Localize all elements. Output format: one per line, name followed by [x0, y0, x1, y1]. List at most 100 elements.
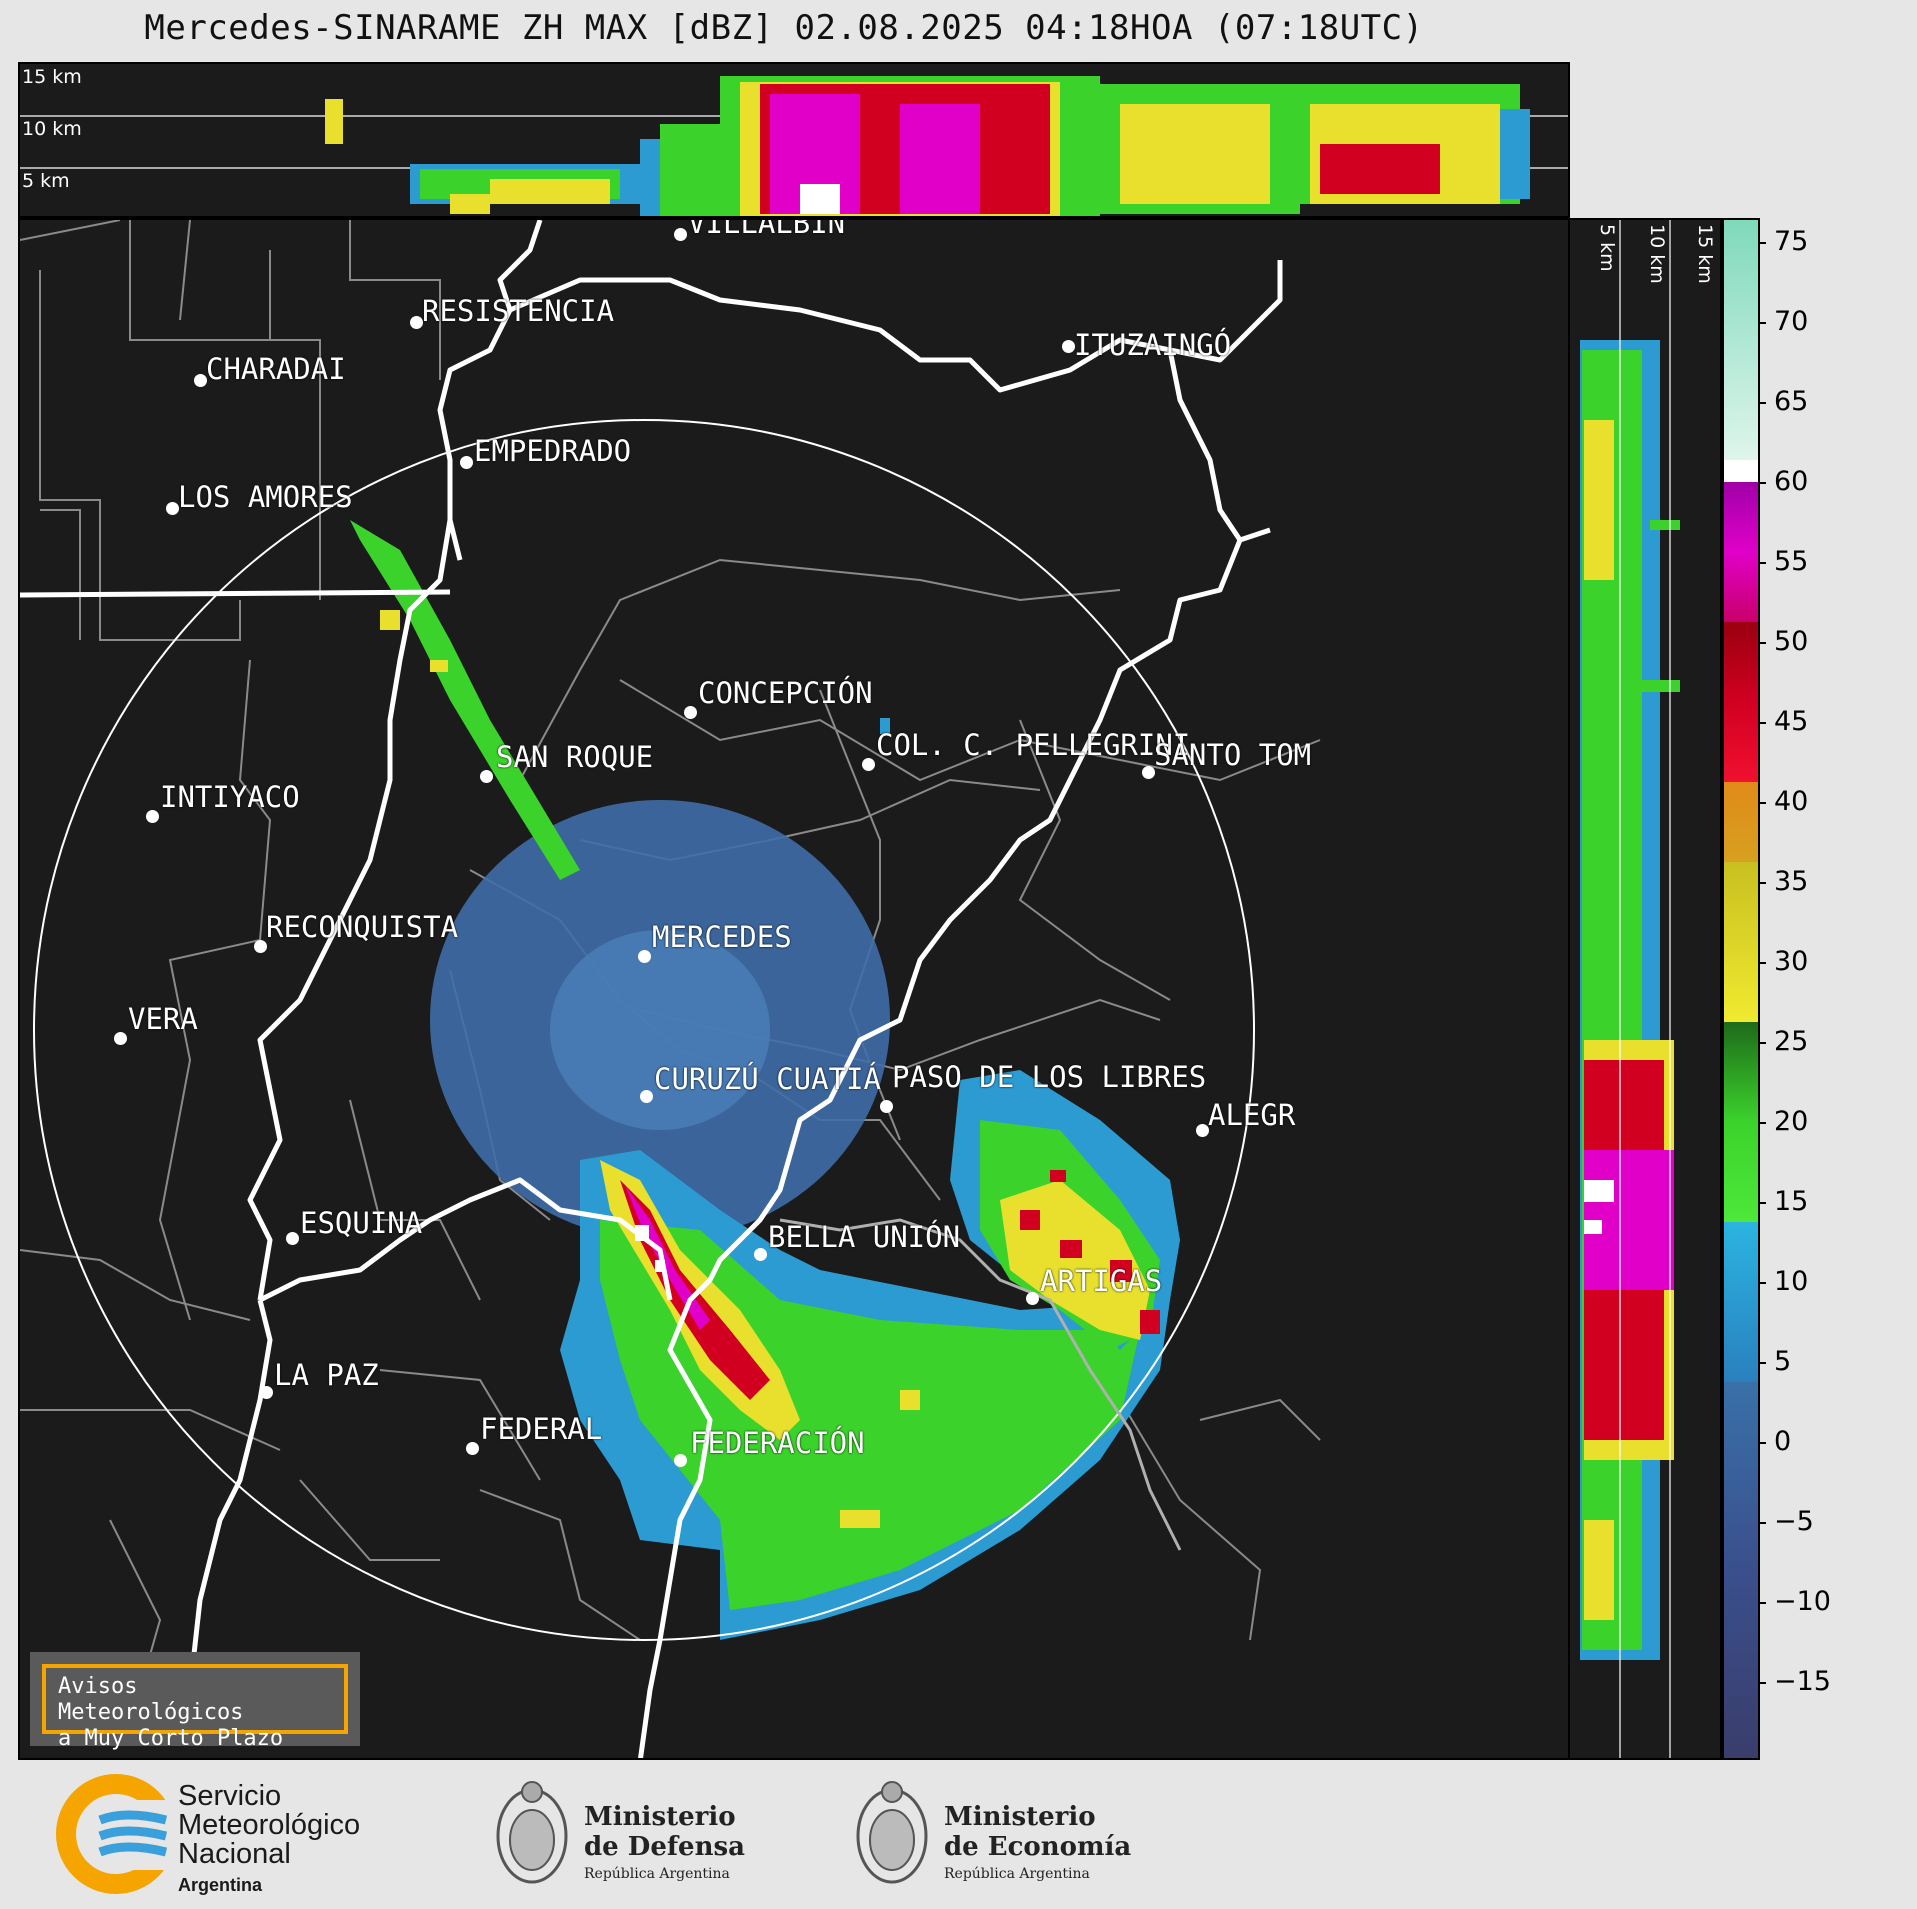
colorbar-tick-0: 0: [1757, 1426, 1791, 1457]
colorbar-tick-25: 25: [1757, 1026, 1808, 1057]
city-label-la-paz: LA PAZ: [274, 1358, 379, 1392]
economia-logo-text: Ministerio de Economía República Argenti…: [944, 1802, 1131, 1882]
colorbar-tick-40: 40: [1757, 786, 1808, 817]
colorbar-yellow: [1724, 862, 1758, 1022]
city-dot-federal: [466, 1442, 479, 1455]
economia-line2: de Economía: [944, 1832, 1132, 1862]
colorbar-red: [1724, 622, 1758, 782]
defensa-logo-text: Ministerio de Defensa República Argentin…: [584, 1802, 745, 1882]
colorbar-white: [1724, 460, 1758, 482]
city-label-vera: VERA: [128, 1002, 198, 1036]
city-label-mercedes: MERCEDES: [652, 920, 792, 954]
economia-line1: Ministerio: [944, 1802, 1096, 1832]
colorbar-tick-15: 15: [1757, 1186, 1808, 1217]
city-label-bella-union: BELLA UNIÓN: [768, 1220, 961, 1254]
page-title: Mercedes-SINARAME ZH MAX [dBZ] 02.08.202…: [144, 8, 1424, 48]
city-dot-bella-union: [754, 1248, 767, 1261]
city-dot-vera: [114, 1032, 127, 1045]
colorbar-tick-minus10: −10: [1758, 1586, 1831, 1617]
city-dot-alegrete: [1196, 1124, 1209, 1137]
city-dot-resistencia: [410, 316, 423, 329]
city-label-col-pellegrini: COL. C. PELLEGRINI: [876, 728, 1191, 762]
city-label-charadai: CHARADAI: [206, 352, 346, 386]
city-dot-charadai: [194, 374, 207, 387]
city-dot-la-paz: [260, 1386, 273, 1399]
city-dot-los-amores: [166, 502, 179, 515]
colorbar-blue: [1724, 1222, 1758, 1382]
city-label-paso-de-los-libres: PASO DE LOS LIBRES: [892, 1060, 1207, 1094]
defensa-line1: Ministerio: [584, 1802, 736, 1832]
economia-line3: República Argentina: [944, 1866, 1090, 1882]
city-label-los-amores: LOS AMORES: [178, 480, 353, 514]
city-label-ituzaingo: ITUZAINGÓ: [1074, 328, 1232, 362]
city-label-empedrado: EMPEDRADO: [474, 434, 632, 468]
colorbar-tick-minus15: −15: [1758, 1666, 1831, 1697]
defensa-line2: de Defensa: [584, 1832, 745, 1862]
economia-seal-icon: [856, 1781, 928, 1884]
height-label-right-10km: 10 km: [1646, 224, 1668, 284]
city-dot-mercedes: [638, 950, 651, 963]
smn-line2: Meteorológico: [178, 1809, 361, 1841]
city-dot-col-pellegrini: [862, 758, 875, 771]
city-dot-concepcion: [684, 706, 697, 719]
colorbar-tick-20: 20: [1757, 1106, 1808, 1137]
smn-line4: Argentina: [178, 1875, 263, 1895]
city-label-san-roque: SAN ROQUE: [496, 740, 654, 774]
height-label-15km: 15 km: [22, 66, 82, 88]
city-label-santo-tome: SANTO TOM: [1154, 738, 1312, 772]
colorbar-tick-60: 60: [1757, 466, 1808, 497]
right-cross-section-panel: 5 km 10 km 15 km: [1568, 218, 1722, 1760]
smn-logo-text: Servicio Meteorológico Nacional Argentin…: [178, 1782, 360, 1900]
colorbar-green: [1724, 1022, 1758, 1222]
defensa-seal-icon: [496, 1781, 568, 1884]
right-cross-section-echoes: [1580, 220, 1680, 1758]
city-dot-reconquista: [254, 940, 267, 953]
colorbar-tick-5: 5: [1757, 1346, 1791, 1377]
colorbar-teal: [1724, 220, 1758, 460]
rivers: [20, 220, 1283, 1758]
city-dot-villalbin: [674, 228, 687, 241]
city-dot-esquina: [286, 1232, 299, 1245]
colorbar-low: [1724, 1382, 1758, 1758]
colorbar-tick-minus5: −5: [1758, 1506, 1814, 1537]
city-dot-federacion: [674, 1454, 687, 1467]
city-dot-artigas: [1026, 1292, 1039, 1305]
colorbar-tick-75: 75: [1757, 226, 1808, 257]
warning-notice-line2: a Muy Corto Plazo: [58, 1726, 284, 1751]
city-dot-santo-tome: [1142, 766, 1155, 779]
height-label-10km: 10 km: [22, 118, 82, 140]
colorbar-orange: [1724, 782, 1758, 862]
city-label-reconquista: RECONQUISTA: [266, 910, 459, 944]
warning-notice-box: Avisos Meteorológicos a Muy Corto Plazo: [30, 1652, 360, 1751]
defensa-line3: República Argentina: [584, 1866, 730, 1882]
city-dot-intiyaco: [146, 810, 159, 823]
colorbar-tick-45: 45: [1757, 706, 1808, 737]
dbz-colorbar: [1722, 218, 1760, 1760]
warning-notice-line1: Avisos Meteorológicos: [58, 1674, 244, 1725]
city-dot-ituzaingo: [1062, 340, 1075, 353]
city-label-curuzu-cuatia: CURUZÚ CUATIÁ: [654, 1062, 881, 1096]
smn-logo-icon: [56, 1774, 176, 1894]
colorbar-tick-10: 10: [1757, 1266, 1808, 1297]
city-dot-curuzu-cuatia: [640, 1090, 653, 1103]
height-label-right-15km: 15 km: [1694, 224, 1716, 284]
city-label-federacion: FEDERACIÓN: [690, 1426, 865, 1460]
colorbar-tick-35: 35: [1757, 866, 1808, 897]
top-cross-section-panel: 15 km 10 km 5 km: [18, 62, 1570, 218]
colorbar-tick-55: 55: [1757, 546, 1808, 577]
radar-map-graphics: [20, 220, 1321, 1758]
city-label-alegrete: ALEGR: [1208, 1098, 1296, 1132]
city-label-villalbin: VILLALBÍN: [688, 218, 846, 240]
city-dot-paso-de-los-libres: [880, 1100, 893, 1113]
city-dot-san-roque: [480, 770, 493, 783]
colorbar-magenta: [1724, 482, 1758, 622]
colorbar-tick-50: 50: [1757, 626, 1808, 657]
city-label-resistencia: RESISTENCIA: [422, 294, 615, 328]
smn-line1: Servicio: [178, 1780, 282, 1812]
height-label-right-5km: 5 km: [1596, 224, 1618, 272]
colorbar-tick-70: 70: [1757, 306, 1808, 337]
radar-map: VILLALBÍN RESISTENCIA CHARADAI ITUZAINGÓ…: [18, 218, 1570, 1760]
colorbar-tick-30: 30: [1757, 946, 1808, 977]
warning-notice-frame: Avisos Meteorológicos a Muy Corto Plazo: [42, 1664, 348, 1751]
city-label-federal: FEDERAL: [480, 1412, 603, 1446]
